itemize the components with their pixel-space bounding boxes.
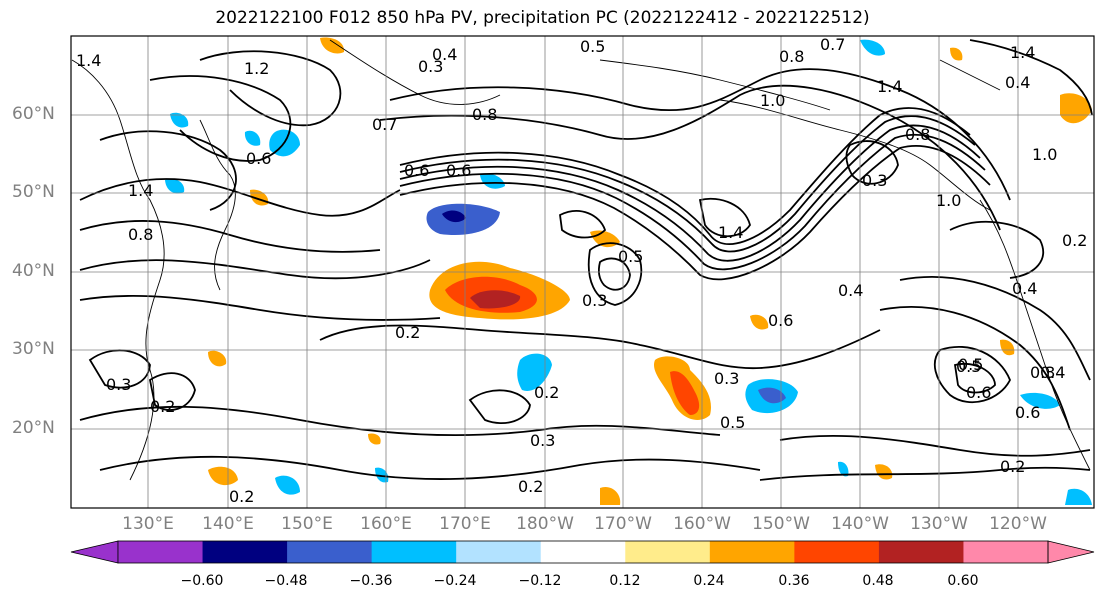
colorbar-segment	[709, 541, 795, 563]
map-title: 2022122100 F012 850 hPa PV, precipitatio…	[215, 8, 870, 28]
lat-label-60n: 60°N	[12, 104, 55, 124]
contour-label: 0.6	[966, 383, 991, 402]
colorbar	[70, 540, 1095, 564]
contour-label: 0.4	[1005, 73, 1030, 92]
contour-label: 0.2	[1062, 231, 1087, 250]
graticule	[71, 36, 1094, 508]
lon-label-150w: 150°W	[752, 514, 810, 534]
contour-label: 0.4	[1040, 363, 1065, 382]
contour-label: 0.8	[472, 105, 497, 124]
colorbar-extend-low	[70, 540, 119, 564]
colorbar-tick-label: 0.12	[609, 573, 641, 589]
lat-label-20n: 20°N	[12, 418, 55, 438]
colorbar-segment	[118, 541, 204, 563]
contour-label: 0.2	[395, 323, 420, 342]
contour-label: 1.4	[877, 77, 902, 96]
lon-label-150e: 150°E	[281, 514, 333, 534]
lon-label-160w: 160°W	[673, 514, 731, 534]
lon-label-140w: 140°W	[831, 514, 889, 534]
colorbar-tick-label: −0.24	[433, 573, 477, 589]
contour-label: 0.2	[518, 477, 543, 496]
contour-label: 1.0	[936, 191, 961, 210]
contour-label: 1.4	[76, 51, 101, 70]
contour-label: 0.8	[128, 225, 153, 244]
contour-label: 0.5	[720, 413, 745, 432]
contour-label: 1.4	[128, 181, 153, 200]
contour-label: 0.2	[534, 383, 559, 402]
lat-label-40n: 40°N	[12, 261, 55, 281]
contour-label: 1.4	[1010, 43, 1035, 62]
colorbar-tick-label: −0.36	[349, 573, 393, 589]
colorbar-segment	[287, 541, 373, 563]
contour-label: 0.3	[530, 431, 555, 450]
colorbar-tick-label: 0.60	[947, 573, 979, 589]
contour-label: 0.5	[958, 355, 983, 374]
lon-label-130w: 130°W	[910, 514, 968, 534]
coastlines	[71, 39, 1091, 481]
contour-label: 1.4	[718, 223, 743, 242]
contour-label: 0.3	[418, 57, 443, 76]
colorbar-segment	[371, 541, 457, 563]
map-frame	[70, 35, 1095, 509]
contour-label: 0.3	[1030, 363, 1055, 382]
colorbar-segment	[456, 541, 542, 563]
contour-label: 0.8	[905, 125, 930, 144]
contour-labels: 1.4 1.2 0.3 0.8 0.7 0.6 0.8 0.7 1.4 1.0 1.4 1.0 0.8 1…	[76, 35, 1087, 506]
pv-contours	[79, 39, 1093, 481]
colorbar-tick-label: −0.12	[518, 573, 562, 589]
lon-label-160e: 160°E	[360, 514, 412, 534]
contour-label: 0.3	[862, 171, 887, 190]
contour-label: 0.8	[779, 47, 804, 66]
colorbar-segment	[202, 541, 288, 563]
contour-label: 0.7	[820, 35, 845, 54]
contour-label: 0.2	[229, 487, 254, 506]
contour-label: 0.3	[106, 375, 131, 394]
colorbar-segment	[794, 541, 880, 563]
lon-label-170w: 170°W	[594, 514, 652, 534]
colorbar-segment	[963, 541, 1049, 563]
contour-label: 0.3	[714, 369, 739, 388]
contour-label: 1.0	[1032, 145, 1057, 164]
contour-label: 0.4	[432, 45, 457, 64]
contour-label: 0.2	[150, 397, 175, 416]
lat-label-30n: 30°N	[12, 339, 55, 359]
colorbar-segment	[625, 541, 711, 563]
colorbar-tick-label: −0.60	[180, 573, 224, 589]
colorbar-tick-label: 0.24	[693, 573, 725, 589]
contour-label: 1.2	[244, 59, 269, 78]
contour-label: 0.6	[1015, 403, 1040, 422]
contour-label: 0.4	[1012, 279, 1037, 298]
lon-label-120w: 120°W	[989, 514, 1047, 534]
colorbar-border	[117, 540, 1049, 564]
contour-label: 0.4	[838, 281, 863, 300]
lon-label-130e: 130°E	[122, 514, 174, 534]
colorbar-segment	[878, 541, 964, 563]
contour-label: 0.6	[768, 311, 793, 330]
colorbar-segment	[540, 541, 626, 563]
lat-label-50n: 50°N	[12, 182, 55, 202]
colorbar-tick-label: 0.36	[778, 573, 810, 589]
colorbar-extend-high	[1047, 540, 1095, 564]
contour-label: 0.6	[246, 149, 271, 168]
contour-label: 0.5	[580, 37, 605, 56]
contour-label: 0.6	[446, 161, 471, 180]
contour-label: 0.5	[956, 357, 981, 376]
contour-label: 0.3	[582, 291, 607, 310]
lon-label-170e: 170°E	[439, 514, 491, 534]
contour-label: 1.0	[760, 91, 785, 110]
colorbar-tick-label: 0.48	[862, 573, 894, 589]
contour-label: 0.2	[1000, 457, 1025, 476]
precip-shading	[165, 37, 1092, 505]
colorbar-tick-label: −0.48	[264, 573, 308, 589]
lon-label-140e: 140°E	[202, 514, 254, 534]
lon-label-180w: 180°W	[516, 514, 574, 534]
contour-label: 0.5	[618, 247, 643, 266]
contour-label: 0.6	[404, 161, 429, 180]
contour-label: 0.7	[372, 115, 397, 134]
